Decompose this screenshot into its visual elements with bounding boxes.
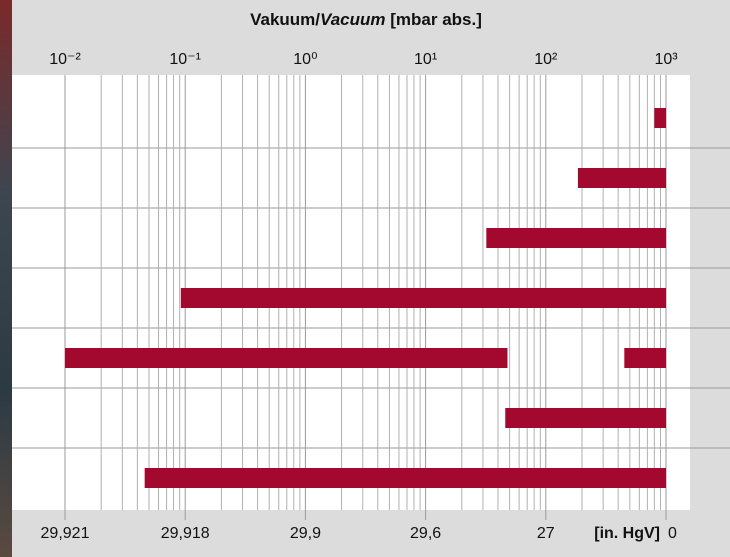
- bottom-tick-label: 29,9: [290, 525, 321, 542]
- x-tick-label: 10⁻¹: [169, 51, 201, 68]
- title-part: [mbar abs.]: [386, 10, 482, 29]
- x-tick-label: 10¹: [414, 51, 437, 68]
- range-bar: [181, 288, 666, 308]
- chart: Vakuum/Vacuum [mbar abs.] 10⁻² 10⁻¹ 10⁰ 10¹…: [0, 0, 730, 557]
- range-bar: [578, 168, 666, 188]
- x-tick-label: 10²: [534, 51, 558, 68]
- title-part: Vacuum: [320, 10, 386, 29]
- range-bar: [486, 228, 666, 248]
- page: Vakuum/Vacuum [mbar abs.] 10⁻² 10⁻¹ 10⁰ 10¹…: [0, 0, 730, 557]
- range-bar: [65, 348, 507, 368]
- bottom-tick-label: 0: [668, 525, 677, 542]
- range-bar: [624, 348, 666, 368]
- photo-edge: [0, 0, 12, 557]
- x-tick-label: 10³: [654, 51, 678, 68]
- bottom-tick-label: 29,918: [161, 525, 210, 542]
- range-bar: [145, 468, 666, 488]
- title-part: Vakuum/: [250, 10, 320, 29]
- bottom-tick-label: 27: [537, 525, 555, 542]
- x-tick-label: 10⁻²: [49, 51, 81, 68]
- range-bar: [505, 408, 666, 428]
- x-tick-label: 10⁰: [293, 51, 317, 68]
- bottom-tick-label: 29,6: [410, 525, 441, 542]
- bottom-axis-unit: [in. HgV]: [594, 525, 660, 542]
- bottom-tick-label: 29,921: [41, 525, 90, 542]
- range-bar: [654, 108, 666, 128]
- chart-title: Vakuum/Vacuum [mbar abs.]: [250, 10, 482, 29]
